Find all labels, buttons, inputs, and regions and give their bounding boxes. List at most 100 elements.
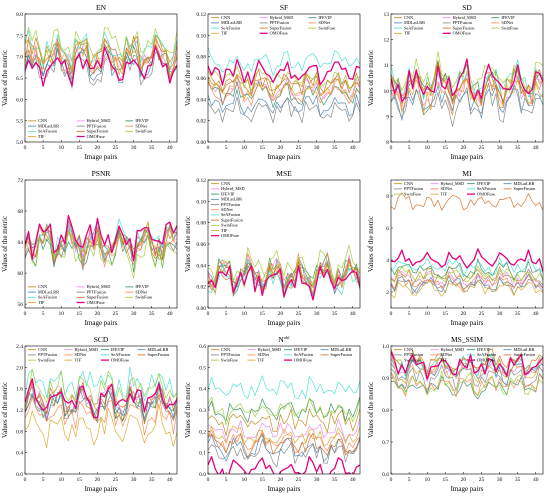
legend-label: SDNet — [318, 20, 331, 25]
series-line-pptfusion — [25, 385, 177, 423]
y-tick-label: 5.5 — [16, 119, 23, 125]
x-tick-label: 25 — [479, 477, 485, 483]
panel-sf: SF 0 5 10 15 20 25 30 35 40 0.00 0.02 0.04 0.06 0.08 0.… — [183, 0, 366, 171]
legend-label: SDNet — [441, 352, 454, 357]
legend-label: MDLatLRR — [221, 197, 242, 202]
panel-n-abf: Nabf 0 5 10 15 20 25 30 35 40 0.0 0.1 0.2 0.3 0.4 0.5 0.… — [183, 332, 366, 503]
series-line-omofuse — [208, 59, 360, 86]
x-axis-label: Image pairs — [85, 153, 118, 161]
x-axis-label: Image pairs — [451, 485, 484, 493]
chart-title: SD — [462, 3, 472, 12]
series-line-superfusion — [25, 381, 177, 415]
x-tick-label: 10 — [424, 311, 430, 317]
legend-label: OMOFuse — [87, 300, 105, 305]
x-tick-label: 0 — [24, 477, 27, 483]
y-tick-label: 0.0 — [16, 472, 23, 478]
x-tick-label: 5 — [408, 477, 411, 483]
legend-label: SDNet — [441, 186, 454, 191]
legend-label: OMOFuse — [270, 31, 288, 36]
y-tick-label: 0.02 — [196, 119, 206, 125]
y-tick-label: 0.04 — [196, 97, 206, 103]
chart-svg: MSE 0 5 10 15 20 25 30 35 40 0.00 0.02 0.04 0.06 0.08 0… — [184, 169, 361, 327]
panel-psnr: PSNR 0 5 10 15 20 25 30 35 40 56 60 64 68 72 Image pair… — [0, 166, 183, 337]
series-line-omofuse — [25, 46, 177, 87]
legend-label: CNN — [221, 181, 230, 186]
legend-label: PPTFusion — [87, 289, 107, 294]
x-axis-label: Image pairs — [451, 153, 484, 161]
legend-label: OMOFuse — [477, 357, 495, 362]
series-line-swinfuse — [25, 230, 177, 279]
x-tick-label: 30 — [314, 145, 320, 151]
y-axis-label: Values of the metric — [184, 382, 192, 438]
x-tick-label: 25 — [479, 311, 485, 317]
x-tick-label: 25 — [113, 477, 119, 483]
series-line-tif — [391, 75, 543, 116]
x-tick-label: 40 — [167, 311, 173, 317]
legend-label: SwinFuse — [38, 357, 55, 362]
x-tick-label: 20 — [461, 477, 467, 483]
x-tick-label: 0 — [390, 477, 393, 483]
legend-label: TIF — [221, 228, 228, 233]
chart-svg: SF 0 5 10 15 20 25 30 35 40 0.00 0.02 0.04 0.06 0.08 0.… — [184, 3, 361, 161]
chart-title: MI — [462, 169, 472, 178]
legend-label: SuperFusion — [87, 295, 110, 300]
legend-label: SeAFusion — [38, 129, 58, 134]
legend: CNN Hybrid_MSD IFEVIP MDLatLRR PPTFusion SDNe… — [211, 15, 335, 36]
y-tick-label: 0.10 — [196, 33, 206, 39]
y-tick-label: 0.04 — [196, 263, 206, 269]
series-line-hybrid_msd — [208, 417, 360, 443]
legend-label: IFEVIP — [135, 284, 149, 289]
y-tick-label: 8 — [386, 140, 389, 146]
x-tick-label: 0 — [24, 145, 27, 151]
legend-label: MDLatLRR — [514, 181, 535, 186]
y-tick-label: 9 — [386, 114, 389, 120]
chart-title: Nabf — [278, 335, 290, 344]
panel-en: EN 0 5 10 15 20 25 30 35 40 5.0 5.5 6.0 6.5 7.0 7.5 8.0 I… — [0, 0, 183, 171]
y-tick-label: 7.5 — [16, 33, 23, 39]
y-tick-label: 2.0 — [16, 365, 23, 371]
x-tick-label: 0 — [207, 145, 210, 151]
y-tick-label: 0.8 — [382, 408, 389, 414]
series-line-tif — [391, 357, 543, 385]
series-line-omofuse — [25, 214, 177, 262]
x-tick-label: 25 — [296, 145, 302, 151]
series-line-swinfuse — [391, 370, 543, 396]
legend-label: CNN — [38, 284, 47, 289]
series-line-cnn — [208, 71, 360, 97]
y-tick-label: 0.2 — [199, 429, 206, 435]
y-tick-label: 6.5 — [16, 76, 23, 82]
y-axis-label: Values of the metric — [1, 382, 9, 438]
legend-label: CNN — [38, 347, 47, 352]
legend-label: OMOFuse — [477, 191, 495, 196]
y-tick-label: 0.10 — [196, 199, 206, 205]
y-tick-label: 12 — [384, 38, 390, 44]
legend-label: SeAFusion — [221, 25, 241, 30]
y-axis-label: Values of the metric — [367, 216, 375, 272]
x-tick-label: 5 — [225, 145, 228, 151]
x-tick-label: 15 — [443, 145, 449, 151]
y-tick-label: 0.06 — [196, 76, 206, 82]
legend-label: CNN — [221, 15, 230, 20]
series-line-ifevip — [391, 258, 543, 281]
chart-svg: EN 0 5 10 15 20 25 30 35 40 5.0 5.5 6.0 6.5 7.0 7.5 8.0 I… — [1, 3, 178, 161]
x-tick-label: 5 — [42, 311, 45, 317]
x-tick-label: 35 — [515, 311, 521, 317]
series-line-omofuse — [391, 58, 543, 102]
chart-title: EN — [96, 3, 107, 12]
y-axis-label: Values of the metric — [1, 216, 9, 272]
x-tick-label: 10 — [58, 145, 64, 151]
x-axis-label: Image pairs — [268, 319, 301, 327]
x-tick-label: 15 — [260, 311, 266, 317]
x-tick-label: 40 — [533, 311, 539, 317]
y-tick-label: 0.8 — [16, 429, 23, 435]
legend-label: PPTFusion — [404, 186, 424, 191]
legend-label: TIF — [38, 134, 45, 139]
x-tick-label: 5 — [225, 477, 228, 483]
legend-label: IFEVIP — [477, 347, 491, 352]
series-line-sdnet — [25, 392, 177, 436]
legend-label: TIF — [221, 31, 228, 36]
y-tick-label: 2 — [386, 290, 389, 296]
legend: CNN Hybrid_MSD IFEVIP MDLatLRR PPTFusion SDNe… — [211, 347, 353, 362]
chart-svg: SD 0 5 10 15 20 25 30 35 40 8 9 10 11 12 13 Image pairs V… — [367, 3, 544, 161]
x-tick-label: 40 — [533, 477, 539, 483]
